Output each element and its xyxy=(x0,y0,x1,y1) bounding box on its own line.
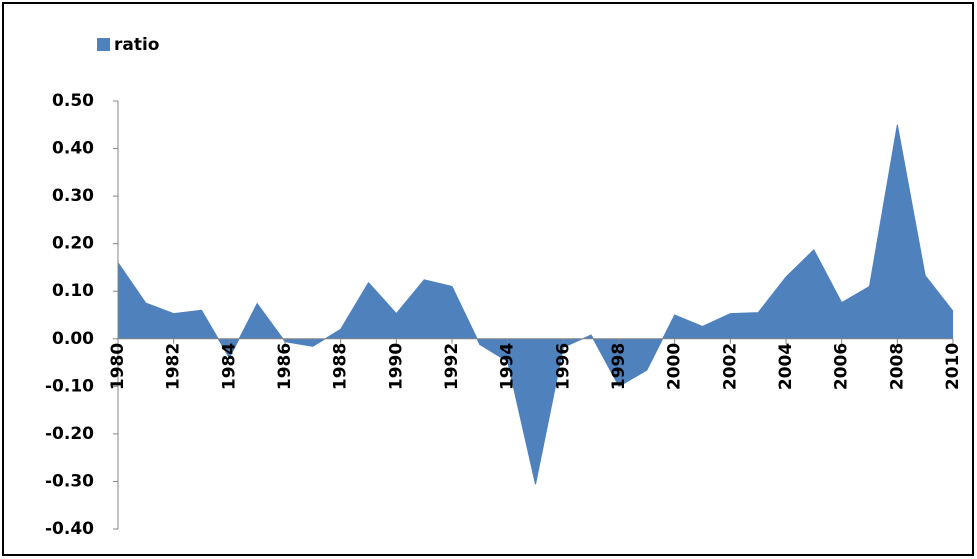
x-tick-label: 2002 xyxy=(720,343,740,390)
x-tick-label: 1982 xyxy=(164,343,184,390)
x-tick-label: 1984 xyxy=(219,343,239,390)
area-fill xyxy=(118,124,953,485)
y-tick-label: -0.30 xyxy=(45,471,94,491)
legend-swatch xyxy=(97,38,110,51)
y-tick-label: 0.30 xyxy=(52,186,94,206)
x-tick-label: 2010 xyxy=(943,343,963,390)
x-tick-label: 2006 xyxy=(832,343,852,390)
x-tick-label: 1992 xyxy=(442,343,462,390)
y-tick-label: 0.40 xyxy=(52,139,94,159)
x-tick-label: 1980 xyxy=(108,343,128,390)
x-tick-label: 1990 xyxy=(386,343,406,390)
x-tick-label: 1998 xyxy=(609,343,629,390)
y-tick-label: -0.10 xyxy=(45,376,94,396)
y-tick-label: 0.20 xyxy=(52,234,94,254)
y-tick-label: 0.00 xyxy=(52,329,94,349)
legend-label: ratio xyxy=(114,35,160,55)
x-tick-label: 2004 xyxy=(776,343,796,390)
x-tick-label: 1994 xyxy=(498,343,518,390)
y-tick-label: 0.10 xyxy=(52,281,94,301)
x-tick-label: 2008 xyxy=(887,343,907,390)
y-tick-label: -0.40 xyxy=(45,519,94,539)
y-tick-label: -0.20 xyxy=(45,424,94,444)
x-tick-label: 2000 xyxy=(665,343,685,390)
x-tick-label: 1986 xyxy=(275,343,295,390)
x-tick-label: 1996 xyxy=(553,343,573,390)
y-tick-label: 0.50 xyxy=(52,91,94,111)
area-outline xyxy=(117,124,954,485)
x-tick-label: 1988 xyxy=(331,343,351,390)
